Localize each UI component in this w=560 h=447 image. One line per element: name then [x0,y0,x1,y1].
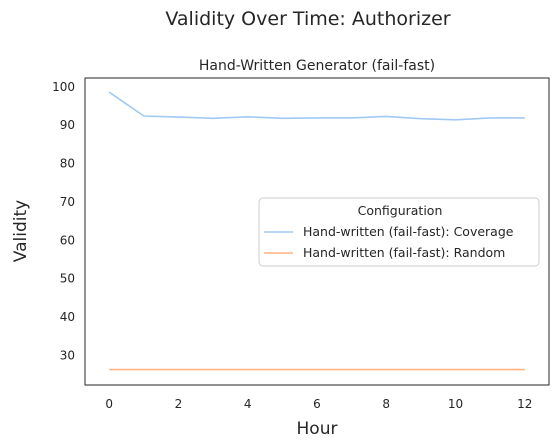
y-tick-label: 90 [60,118,75,132]
x-tick-label: 6 [313,397,321,411]
x-axis-label: Hour [297,419,338,439]
legend-title: Configuration [358,203,443,218]
series-line-coverage [108,91,525,121]
x-tick-label: 8 [382,397,390,411]
series-lines [108,91,525,371]
legend-box [258,197,540,267]
y-tick-labels: 30 40 50 60 70 80 90 100 [52,80,75,363]
x-tick-label: 12 [517,397,532,411]
y-tick-label: 80 [60,157,75,171]
legend: Configuration Hand-written (fail-fast): … [258,197,540,267]
x-tick-label: 2 [175,397,183,411]
x-tick-label: 4 [244,397,252,411]
legend-label-random: Hand-written (fail-fast): Random [303,245,505,260]
y-tick-label: 50 [60,272,75,286]
y-tick-label: 70 [60,195,75,209]
x-tick-labels: 0 2 4 6 8 10 12 [105,397,532,411]
x-tick-label: 10 [448,397,463,411]
plot-area [84,77,550,386]
legend-label-coverage: Hand-written (fail-fast): Coverage [303,224,514,239]
chart-title: Hand-Written Generator (fail-fast) [199,58,435,74]
y-axis-label: Validity [11,200,31,262]
x-tick-label: 0 [105,397,113,411]
y-tick-label: 100 [52,80,75,94]
y-tick-label: 40 [60,310,75,324]
y-tick-label: 30 [60,348,75,362]
figure-suptitle: Validity Over Time: Authorizer [165,8,450,30]
y-tick-label: 60 [60,233,75,247]
